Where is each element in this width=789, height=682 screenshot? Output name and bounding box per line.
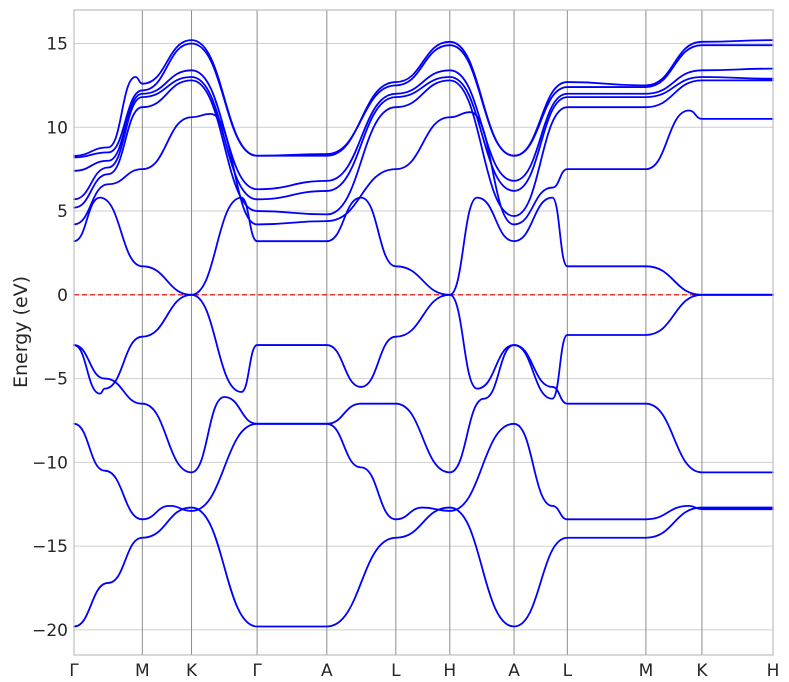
band-line-10 [73, 39, 774, 157]
x-tick-label-9: M [639, 661, 654, 681]
band-line-8 [73, 76, 774, 201]
x-tick-label-11: H [767, 661, 780, 681]
x-tick-label-6: H [443, 661, 456, 681]
plot-frame [73, 9, 774, 656]
band-series [73, 39, 774, 628]
y-tick-labels: 15 10 5 0 −5 −10 −15 −20 [32, 35, 68, 641]
y-tick-label-4: −5 [43, 370, 68, 390]
x-tick-label-1: M [135, 661, 150, 681]
band-line-9 [73, 67, 774, 191]
grid-lines [74, 43, 773, 631]
y-tick-label-1: 10 [46, 118, 68, 138]
x-tick-label-7: A [508, 661, 520, 681]
band-line-4 [73, 293, 774, 400]
x-tick-label-3: Γ [252, 661, 262, 681]
band-line-2 [73, 422, 774, 521]
band-line-1 [73, 506, 774, 628]
y-tick-label-3: 0 [57, 286, 68, 306]
y-tick-label-6: −15 [32, 537, 68, 557]
y-tick-label-5: −10 [32, 453, 68, 473]
y-tick-label-7: −20 [32, 621, 68, 641]
x-tick-label-5: L [391, 661, 401, 681]
y-axis-label: Energy (eV) [10, 276, 32, 388]
y-tick-label-0: 15 [46, 35, 68, 55]
x-tick-label-8: L [563, 661, 573, 681]
x-tick-label-0: Γ [69, 661, 79, 681]
y-tick-label-2: 5 [57, 202, 68, 222]
x-tick-label-4: A [321, 661, 333, 681]
x-tick-label-10: K [696, 661, 708, 681]
band-line-5 [73, 196, 774, 296]
band-line-11 [73, 42, 774, 159]
band-line-7 [73, 79, 774, 217]
x-tick-label-2: K [186, 661, 198, 681]
high-symmetry-lines [73, 10, 774, 655]
band-line-6 [73, 109, 774, 226]
band-line-3 [73, 344, 774, 474]
